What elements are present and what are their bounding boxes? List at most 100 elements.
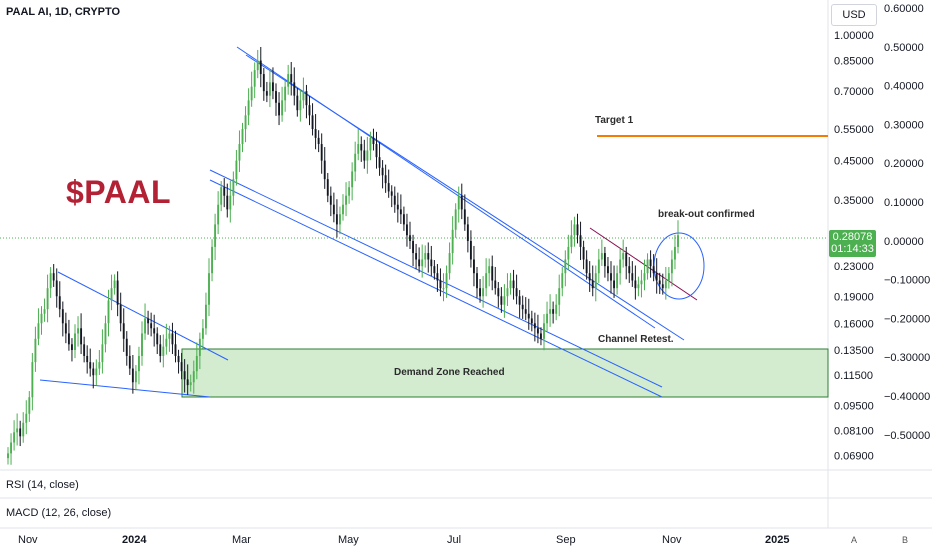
- candle-up: [37, 323, 40, 339]
- ticker-label: $PAAL: [66, 174, 172, 210]
- candle-down: [396, 204, 399, 210]
- candle-up: [543, 323, 545, 339]
- candle-up: [198, 338, 201, 356]
- candle-up: [485, 273, 488, 289]
- rsi-label[interactable]: RSI (14, close): [6, 479, 79, 491]
- candle-down: [582, 246, 585, 260]
- time-tick-label: Mar: [232, 534, 251, 546]
- time-tick-label: Nov: [18, 534, 38, 546]
- candle-down: [476, 273, 478, 289]
- candle-up: [220, 187, 223, 205]
- auto-scale-button[interactable]: A: [850, 535, 857, 545]
- candle-up: [302, 91, 305, 101]
- candle-down: [226, 195, 229, 210]
- candle-up: [555, 304, 558, 314]
- candle-up: [253, 70, 256, 87]
- candle-up: [13, 432, 16, 443]
- candle-down: [661, 284, 664, 289]
- candle-down: [320, 144, 323, 161]
- candle-up: [567, 246, 570, 260]
- candle-up: [442, 288, 445, 290]
- candle-down: [588, 273, 591, 281]
- secondary-tick-label: −0.50000: [884, 430, 930, 442]
- candle-up: [25, 413, 28, 423]
- candle-up: [622, 253, 625, 260]
- secondary-tick-label: 0.50000: [884, 42, 924, 54]
- candle-down: [61, 309, 64, 324]
- candle-up: [281, 100, 284, 116]
- candle-up: [488, 266, 491, 274]
- time-tick-label: Sep: [556, 534, 576, 546]
- secondary-tick-label: 0.10000: [884, 197, 924, 209]
- candle-up: [424, 253, 427, 260]
- price-tick-label: 0.85000: [834, 56, 874, 68]
- candle-up: [454, 209, 457, 230]
- candle-up: [22, 422, 25, 437]
- candle-down: [628, 266, 631, 274]
- candle-up: [138, 355, 140, 372]
- candle-down: [305, 91, 308, 106]
- candle-up: [244, 115, 247, 130]
- candle-up: [640, 280, 643, 285]
- candle-up: [616, 273, 619, 289]
- candle-down: [631, 273, 634, 281]
- candle-down: [86, 355, 89, 363]
- candle-up: [235, 160, 238, 180]
- candle-up: [457, 195, 460, 210]
- candle-up: [201, 328, 204, 339]
- time-tick-label: 2025: [765, 534, 789, 546]
- candle-down: [223, 187, 226, 196]
- candle-up: [570, 235, 573, 247]
- b-button[interactable]: B: [901, 535, 908, 545]
- candle-down: [360, 144, 363, 151]
- candle-up: [256, 60, 259, 71]
- candle-down: [156, 333, 159, 345]
- time-tick-label: May: [338, 534, 359, 546]
- candle-up: [664, 280, 667, 289]
- candle-up: [366, 150, 369, 161]
- candle-up: [77, 328, 79, 334]
- secondary-tick-label: 0.30000: [884, 119, 924, 131]
- candle-down: [393, 195, 396, 205]
- candle-up: [49, 273, 52, 289]
- candle-down: [122, 323, 125, 339]
- candle-down: [329, 195, 332, 205]
- currency-selector[interactable]: USD: [831, 4, 877, 26]
- candle-up: [31, 362, 34, 398]
- candle-down: [293, 82, 296, 96]
- candle-up: [192, 371, 195, 383]
- candle-down: [378, 157, 381, 168]
- price-tick-label: 0.09500: [834, 400, 874, 412]
- candle-down: [183, 371, 186, 380]
- candle-down: [80, 328, 83, 345]
- macd-label[interactable]: MACD (12, 26, close): [6, 507, 112, 519]
- candle-up: [558, 288, 561, 305]
- candle-down: [460, 195, 463, 210]
- candle-up: [670, 259, 673, 274]
- candles: [7, 47, 679, 465]
- price-tick-label: 0.23000: [834, 261, 874, 273]
- candle-up: [421, 259, 424, 267]
- candle-up: [232, 179, 235, 196]
- candle-up: [674, 246, 676, 260]
- candle-down: [89, 362, 92, 369]
- price-tick-label: 0.11500: [834, 370, 873, 382]
- candle-up: [16, 428, 19, 433]
- candle-up: [345, 195, 347, 205]
- candle-up: [229, 195, 232, 210]
- candle-down: [412, 240, 414, 254]
- candle-up: [110, 288, 113, 301]
- candle-down: [415, 253, 418, 260]
- candle-down: [652, 266, 655, 274]
- candle-up: [677, 235, 679, 247]
- candle-down: [427, 253, 430, 260]
- candle-up: [342, 204, 344, 215]
- candle-down: [500, 296, 503, 305]
- candle-down: [326, 179, 329, 196]
- breakout-label: break-out confirmed: [658, 209, 755, 220]
- candle-down: [67, 333, 70, 345]
- candle-down: [469, 240, 472, 260]
- price-axis: 1.00000 0.85000 0.70000 0.55000 0.45000 0.350…: [834, 30, 874, 463]
- candle-down: [436, 273, 439, 281]
